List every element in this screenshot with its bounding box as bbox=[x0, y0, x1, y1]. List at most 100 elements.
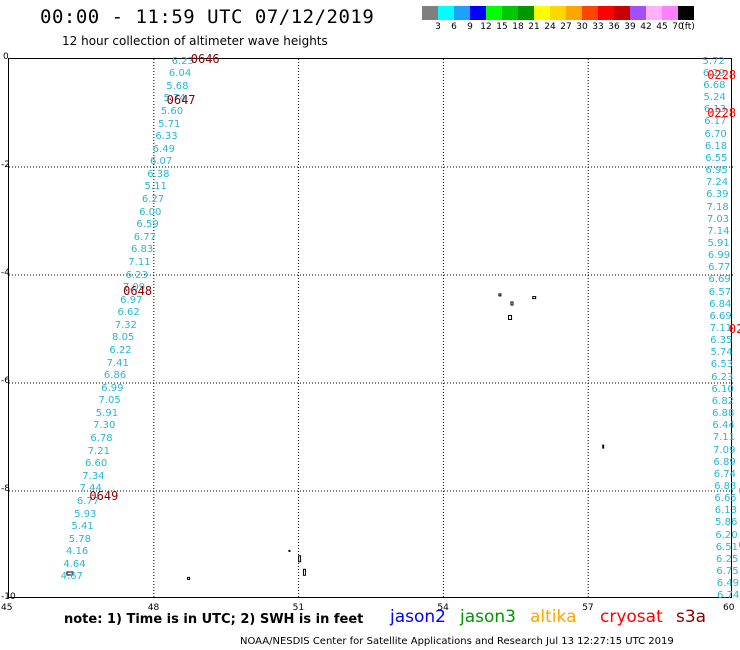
wave-height-value: 6.44 bbox=[712, 420, 735, 432]
wave-height-value: 6.53 bbox=[710, 359, 734, 371]
scale-label: 30 bbox=[576, 22, 588, 32]
x-tick-label: 54 bbox=[437, 603, 449, 613]
wave-height-value: 6.39 bbox=[706, 189, 729, 201]
island-outline bbox=[508, 315, 513, 320]
wave-height-value: 6.68 bbox=[703, 80, 726, 91]
wave-height-value: 6.77 bbox=[708, 262, 731, 274]
time-label: 0648 bbox=[123, 284, 153, 299]
wave-height-value: 6.33 bbox=[155, 131, 178, 143]
wave-height-value: 6.57 bbox=[708, 286, 732, 298]
x-tick-label: 60 bbox=[723, 603, 735, 613]
wave-height-value: 4.67 bbox=[60, 571, 83, 583]
wave-height-value: 6.78 bbox=[90, 433, 113, 445]
wave-height-value: 5.71 bbox=[158, 118, 181, 130]
wave-height-value: 6.88 bbox=[712, 408, 735, 420]
scale-swatch bbox=[470, 6, 486, 20]
wave-height-map: 45 48 51 54 57 60 0 -2 -4 -6 -8 -10 6.23 6.04 5.68 5.74… bbox=[1, 52, 740, 613]
wave-height-value: 7.32 bbox=[114, 319, 138, 331]
wave-height-value: 6.22 bbox=[109, 344, 132, 356]
wave-height-value: 6.84 bbox=[709, 298, 732, 310]
wave-height-value: 6.77 bbox=[76, 495, 100, 507]
scale-swatch bbox=[646, 6, 662, 20]
satellite-legend-altika: altika bbox=[530, 607, 577, 627]
scale-swatch bbox=[534, 6, 550, 20]
wave-height-value: 6.17 bbox=[704, 116, 727, 128]
wave-height-value: 7.11 bbox=[128, 256, 151, 268]
wave-height-value: 4.16 bbox=[66, 546, 89, 558]
wave-height-value: 6.49 bbox=[152, 143, 175, 155]
wave-height-value: 6.99 bbox=[707, 250, 731, 262]
wave-height-value: 6.70 bbox=[704, 128, 727, 140]
wave-height-value: 5.93 bbox=[74, 508, 97, 520]
wave-height-value: 5.60 bbox=[160, 106, 184, 117]
wave-height-value: 6.25 bbox=[716, 553, 739, 565]
satellite-legend-cryosat: cryosat bbox=[600, 607, 663, 627]
wave-height-value: 7.44 bbox=[79, 483, 102, 495]
satellite-legend-jason2: jason2 bbox=[390, 607, 446, 627]
wave-height-value: 6.74 bbox=[713, 468, 737, 480]
time-label: 0 bbox=[739, 539, 740, 551]
wave-height-value: 7.09 bbox=[122, 282, 146, 294]
wave-height-value: 6.55 bbox=[705, 152, 728, 164]
wave-height-value: 5.86 bbox=[715, 517, 738, 529]
wave-height-value: 6.13 bbox=[714, 505, 737, 517]
scale-swatch bbox=[502, 6, 518, 20]
wave-height-value: 6.77 bbox=[133, 231, 156, 243]
scale-label: 6 bbox=[451, 22, 457, 32]
wave-height-value: 6.86 bbox=[103, 370, 127, 382]
y-tick-label: -6 bbox=[1, 376, 10, 386]
wave-height-value: 6.69 bbox=[709, 310, 732, 322]
island-outline bbox=[302, 568, 306, 576]
wave-height-value: 6.29 bbox=[702, 67, 726, 79]
wave-height-value: 6.62 bbox=[117, 307, 140, 319]
wave-height-value: 6.23 bbox=[125, 269, 148, 281]
wave-height-value: 6.23 bbox=[711, 371, 734, 383]
scale-label: 3 bbox=[435, 22, 441, 32]
wave-height-value: 6.18 bbox=[704, 140, 728, 152]
wave-height-value: 6.38 bbox=[147, 168, 170, 180]
wave-height-value: 6.65 bbox=[714, 493, 737, 505]
y-tick-label: -10 bbox=[1, 592, 16, 602]
time-label: 0646 bbox=[190, 52, 220, 66]
scale-swatch bbox=[438, 6, 454, 20]
wave-height-value: 5.68 bbox=[166, 80, 189, 92]
wave-height-value: 6.07 bbox=[149, 156, 173, 168]
island-outline bbox=[288, 549, 291, 552]
scale-swatch bbox=[518, 6, 534, 20]
color-scale bbox=[422, 6, 694, 20]
wave-height-value: 7.41 bbox=[106, 357, 129, 369]
wave-height-value: 7.09 bbox=[713, 444, 736, 456]
scale-label: 42 bbox=[640, 22, 652, 32]
scale-label: 21 bbox=[528, 22, 540, 32]
scale-label: 27 bbox=[560, 22, 572, 32]
wave-height-value: 5.78 bbox=[68, 533, 91, 545]
island-outline bbox=[532, 296, 537, 300]
island-outline bbox=[498, 293, 502, 297]
wave-height-value: 5.24 bbox=[703, 92, 726, 104]
wave-height-value: 6.99 bbox=[101, 382, 124, 394]
wave-height-value: 6.74 bbox=[717, 590, 740, 602]
scale-swatch bbox=[550, 6, 566, 20]
page-subtitle: 12 hour collection of altimeter wave hei… bbox=[62, 34, 328, 48]
wave-height-value: 5.74 bbox=[710, 347, 733, 359]
scale-label: 39 bbox=[624, 22, 636, 32]
island-outline bbox=[510, 301, 514, 306]
wave-height-value: 5.11 bbox=[144, 181, 167, 193]
time-label: 022 bbox=[728, 322, 740, 336]
wave-height-value: 6.49 bbox=[716, 578, 739, 590]
scale-label: (ft) bbox=[681, 22, 695, 32]
x-tick-label: 48 bbox=[147, 603, 160, 613]
wave-height-value: 6.59 bbox=[136, 219, 159, 231]
x-tick-label: 45 bbox=[1, 603, 13, 613]
wave-height-value: 6.00 bbox=[139, 206, 162, 218]
time-label: 0647 bbox=[166, 92, 196, 107]
wave-height-value: 6.60 bbox=[84, 458, 108, 470]
wave-height-value: 7.34 bbox=[82, 470, 105, 482]
satellite-legend-s3a: s3a bbox=[676, 607, 707, 627]
time-label: 0228 bbox=[707, 106, 737, 120]
time-label: 0649 bbox=[89, 489, 119, 504]
time-label: 0 bbox=[739, 485, 740, 497]
scale-swatch bbox=[422, 6, 438, 20]
scale-label: 12 bbox=[480, 22, 492, 32]
scale-label: 9 bbox=[467, 22, 473, 32]
